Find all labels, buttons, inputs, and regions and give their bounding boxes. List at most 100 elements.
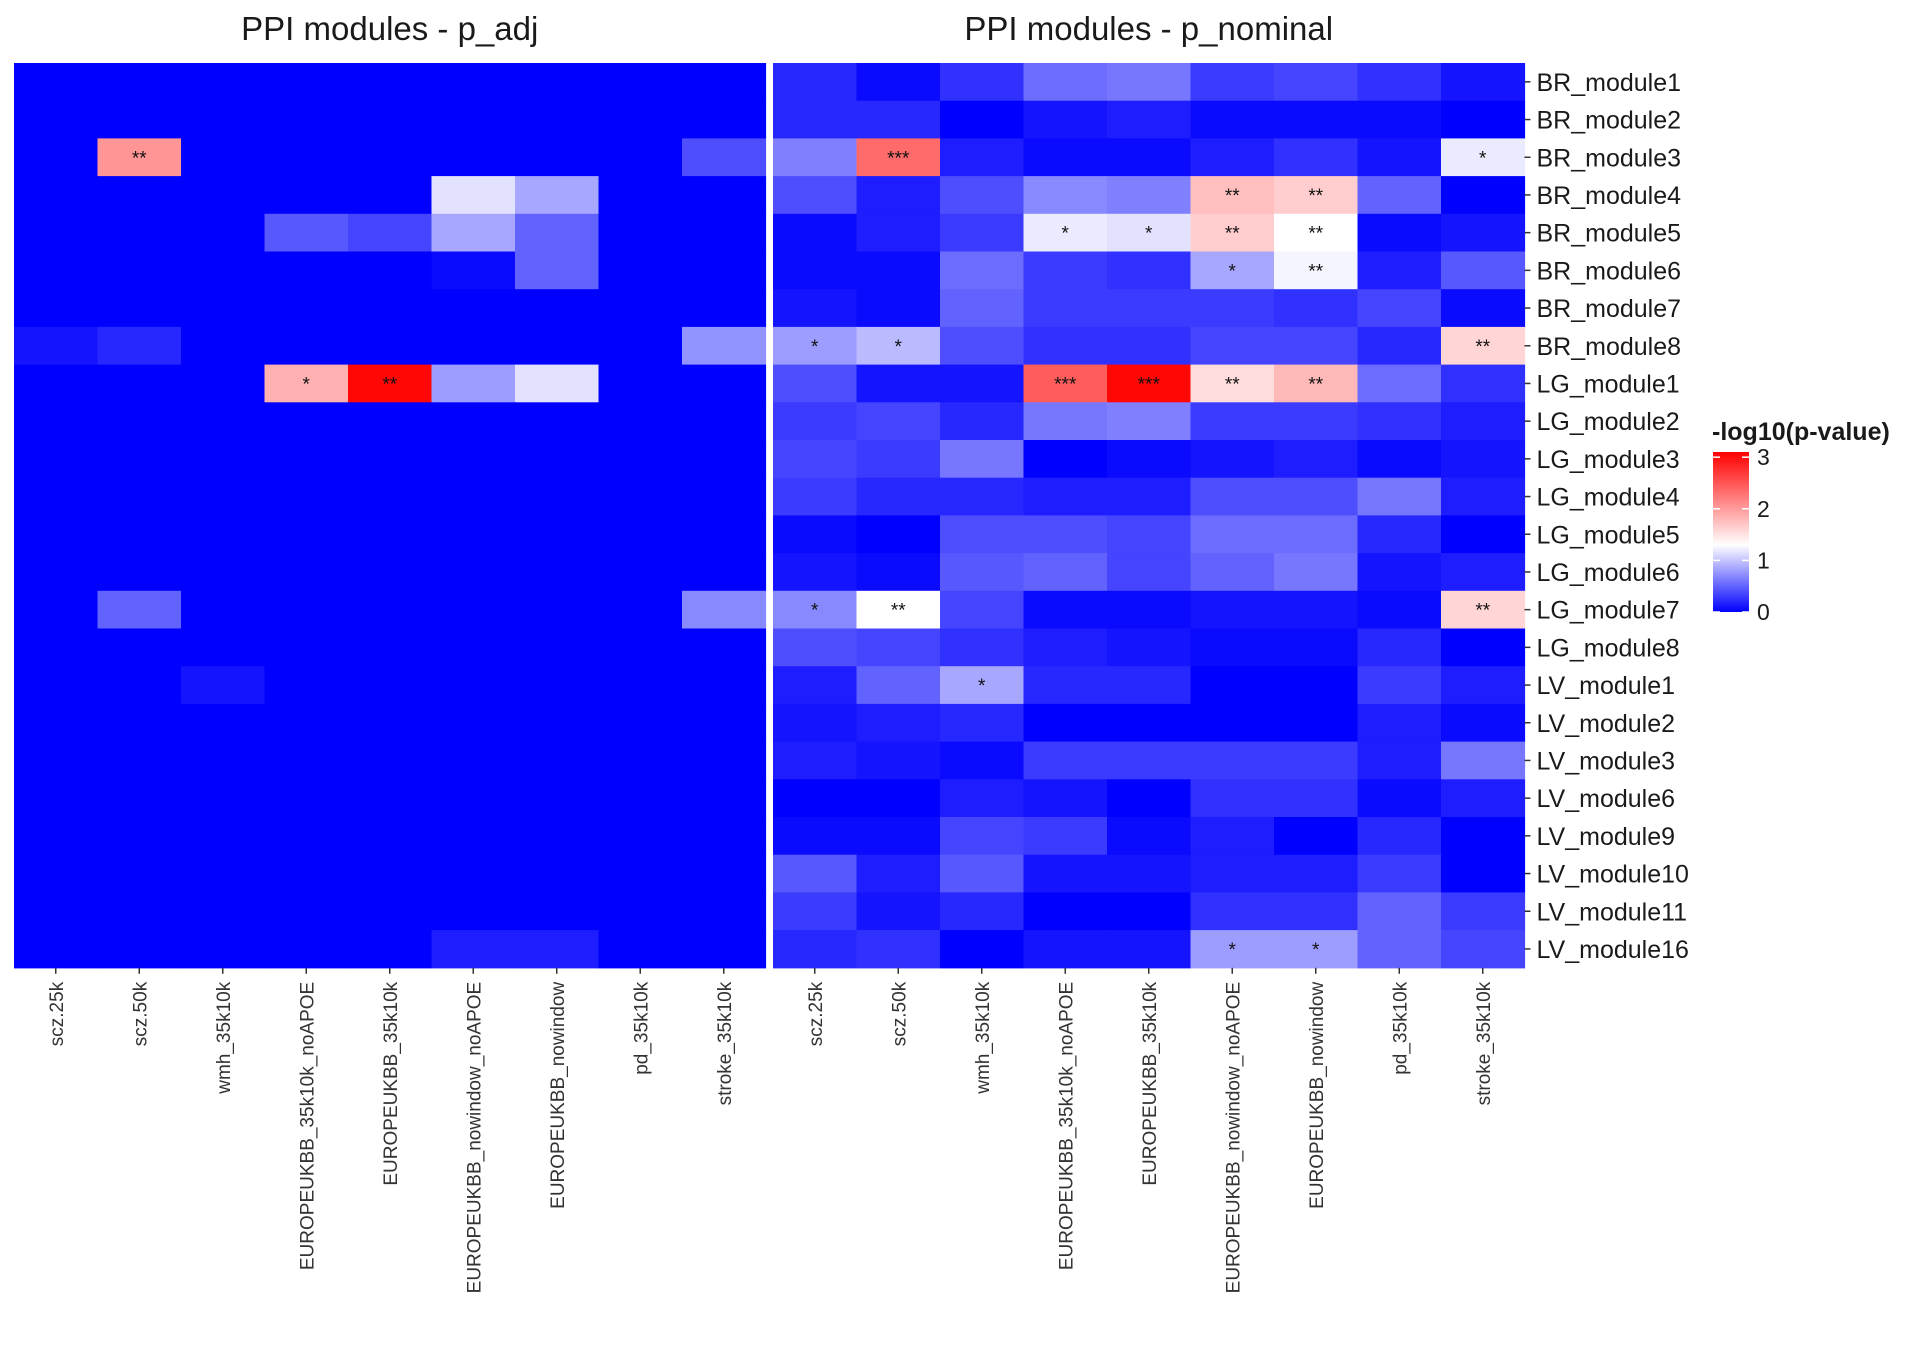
heatmap-cell [1357, 176, 1442, 215]
heatmap-cell [1023, 251, 1108, 290]
heatmap-cell [264, 213, 349, 253]
heatmap-cell [181, 779, 266, 818]
heatmap-cell [14, 176, 99, 215]
heatmap-cell [940, 477, 1025, 516]
y-tick-label: LV_module11 [1537, 898, 1688, 926]
heatmap-cell [1441, 703, 1526, 743]
heatmap-cell [1023, 779, 1108, 818]
heatmap-cell [1190, 741, 1275, 780]
heatmap-cell [1274, 251, 1359, 290]
heatmap-cell [1441, 213, 1526, 253]
heatmap-cell [264, 703, 349, 743]
y-tick-label: LV_module2 [1537, 710, 1676, 738]
heatmap-cell [97, 176, 182, 215]
heatmap-cell [515, 779, 600, 818]
heatmap-cell [181, 213, 266, 253]
heatmap-cell [14, 100, 99, 139]
y-tick-label: LG_module6 [1537, 559, 1680, 587]
heatmap-cell [431, 817, 516, 856]
heatmap-cell [856, 213, 941, 253]
heatmap-cell [515, 628, 600, 667]
panel-1: PPI modules - p_adj*** **scz.25k scz.50k wm… [14, 10, 767, 1294]
heatmap-cell [97, 213, 182, 253]
y-tick-label: BR_module5 [1537, 220, 1682, 248]
heatmap-cell [598, 364, 683, 403]
heatmap-cell [1357, 930, 1442, 969]
significance-marker: * [1479, 148, 1487, 169]
heatmap-cell [1023, 817, 1108, 856]
heatmap-cell [264, 628, 349, 667]
heatmap-cell [940, 515, 1025, 554]
heatmap-cell [773, 930, 858, 969]
heatmap-cell [940, 176, 1025, 215]
heatmap-cell [264, 817, 349, 856]
heatmap-cell [1274, 666, 1359, 705]
heatmap-cell [97, 553, 182, 592]
heatmap-cell [431, 138, 516, 177]
heatmap-cell [856, 892, 941, 931]
heatmap-cell [97, 515, 182, 554]
y-tick-label: LV_module1 [1537, 672, 1676, 700]
heatmap-cell [940, 590, 1025, 630]
heatmap-cell [431, 63, 516, 102]
heatmap-cell [97, 892, 182, 931]
heatmap-cell [682, 628, 767, 667]
heatmap-cell [773, 138, 858, 177]
heatmap-cell [97, 138, 182, 177]
heatmap-cell [856, 63, 941, 102]
heatmap-cell [1107, 251, 1192, 290]
heatmap-cell [1274, 402, 1359, 441]
heatmap-cell [856, 176, 941, 215]
heatmap-cell [348, 289, 433, 328]
heatmap-cell [348, 703, 433, 743]
heatmap-cell [515, 63, 600, 102]
heatmap-cell [856, 477, 941, 516]
significance-marker: ** [891, 601, 906, 622]
heatmap-cell [940, 326, 1025, 366]
heatmap-cell [1107, 289, 1192, 328]
heatmap-cell [348, 138, 433, 177]
heatmap-cell [515, 477, 600, 516]
heatmap-cell [856, 515, 941, 554]
heatmap-cell [14, 515, 99, 554]
heatmap-cell [1274, 628, 1359, 667]
heatmap-cell [856, 703, 941, 743]
heatmap-cell [940, 63, 1025, 102]
significance-marker: ** [382, 374, 397, 395]
heatmap-cell [598, 854, 683, 893]
heatmap-cell [1190, 326, 1275, 366]
heatmap-cell [773, 741, 858, 780]
y-tick-label: BR_module6 [1537, 257, 1682, 285]
heatmap-cell [1023, 628, 1108, 667]
heatmap-cell [773, 326, 858, 366]
heatmap-cell [1107, 666, 1192, 705]
heatmap-cell [682, 138, 767, 177]
heatmap-cell [682, 213, 767, 253]
heatmap-cell [940, 703, 1025, 743]
y-tick-label: LV_module16 [1537, 936, 1689, 964]
heatmap-cell [1441, 930, 1526, 969]
heatmap-cell [97, 289, 182, 328]
heatmap-cell [940, 854, 1025, 893]
heatmap-cell [1107, 930, 1192, 969]
x-tick-label: EUROPEUKBB_nowindow_noAPOE [464, 982, 485, 1294]
heatmap-cell [14, 251, 99, 290]
heatmap-cell [1441, 628, 1526, 667]
heatmap-cell [431, 553, 516, 592]
x-tick-label: stroke_35k10k [1474, 981, 1495, 1105]
heatmap-cell [181, 477, 266, 516]
heatmap-cell [515, 440, 600, 479]
heatmap-cell [264, 364, 349, 403]
heatmap-cell [598, 817, 683, 856]
heatmap-cell [1441, 817, 1526, 856]
heatmap-cell [1107, 553, 1192, 592]
heatmap-cell [1107, 854, 1192, 893]
heatmap-cell [682, 289, 767, 328]
heatmap-cell [1107, 364, 1192, 403]
heatmap-cell [773, 477, 858, 516]
heatmap-cell [515, 251, 600, 290]
heatmap-cell [264, 854, 349, 893]
heatmap-cell [348, 628, 433, 667]
heatmap-cell [14, 779, 99, 818]
heatmap-cell [515, 930, 600, 969]
